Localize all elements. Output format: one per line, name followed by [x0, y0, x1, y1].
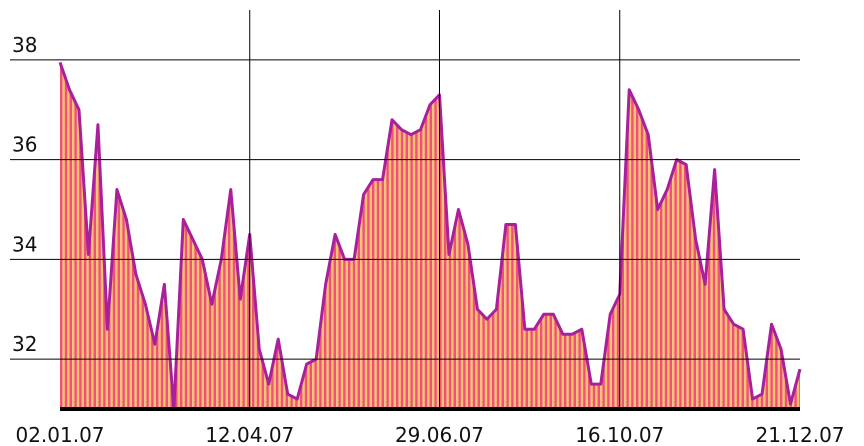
y-tick-label: 32 [12, 332, 37, 356]
x-tick-label: 16.10.07 [575, 423, 664, 446]
x-tick-label: 12.04.07 [205, 423, 294, 446]
y-tick-label: 38 [12, 33, 37, 57]
y-tick-label: 34 [12, 232, 37, 256]
area-fill [60, 62, 800, 410]
x-tick-label: 29.06.07 [395, 423, 484, 446]
y-tick-label: 36 [12, 133, 37, 157]
x-tick-label: 02.01.07 [15, 423, 104, 446]
x-tick-label: 21.12.07 [755, 423, 844, 446]
